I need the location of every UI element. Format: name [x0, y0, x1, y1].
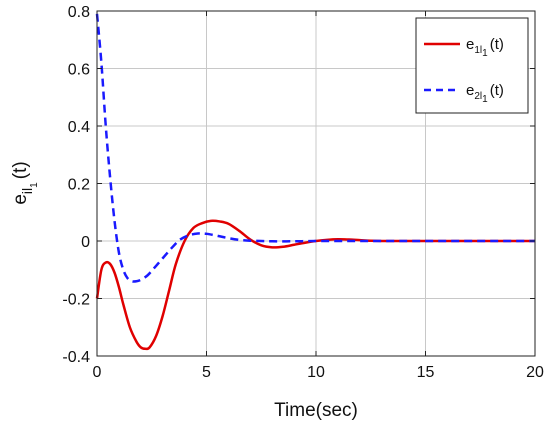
legend-e2-suffix: (t) [490, 82, 504, 99]
legend-e2-sub: 2l [474, 91, 482, 102]
legend-e1-subsub: 1 [482, 48, 488, 59]
x-tick-label: 5 [202, 364, 211, 381]
svg-text:eil1(t): eil1 (t) [10, 161, 40, 204]
y-tick-label: 0.4 [68, 119, 90, 136]
y-axis-title-sub: il [19, 188, 35, 194]
y-tick-label: 0.2 [68, 177, 90, 194]
x-tick-label: 0 [93, 364, 102, 381]
legend-label-e1: e1l1(t) [466, 36, 504, 59]
y-tick-label: 0.6 [68, 62, 90, 79]
series-group [95, 13, 535, 351]
y-axis-title-subsub: 1 [29, 182, 40, 188]
x-tick-label: 20 [526, 364, 544, 381]
y-axis-title-suffix: (t) [10, 161, 31, 179]
y-tick-labels: -0.4 -0.2 0 0.2 0.4 0.6 0.8 [62, 4, 90, 366]
x-tick-labels: 0 5 10 15 20 [93, 364, 544, 381]
y-tick-label: -0.4 [62, 349, 90, 366]
y-tick-label: -0.2 [62, 292, 90, 309]
legend-e1-suffix: (t) [490, 36, 504, 53]
y-axis-title: eil1 (t) [10, 161, 40, 204]
legend-box [415, 17, 529, 114]
legend-e1-sub: 1l [474, 45, 482, 56]
tick-marks [96, 10, 536, 357]
y-axis-title-base: e [10, 194, 31, 205]
y-tick-label: 0 [81, 234, 90, 251]
y-tick-label: 0.8 [68, 4, 90, 21]
legend-e1-base: e [466, 36, 474, 53]
legend-label-e2: e2l1(t) [466, 82, 504, 105]
legend-e2-subsub: 1 [482, 94, 488, 105]
x-tick-label: 15 [417, 364, 435, 381]
x-axis-title: Time(sec) [274, 400, 358, 421]
legend: e1l1(t) e2l1(t) [415, 17, 529, 114]
x-tick-label: 10 [307, 364, 325, 381]
series-line-1 [95, 219, 535, 351]
legend-e2-base: e [466, 82, 474, 99]
